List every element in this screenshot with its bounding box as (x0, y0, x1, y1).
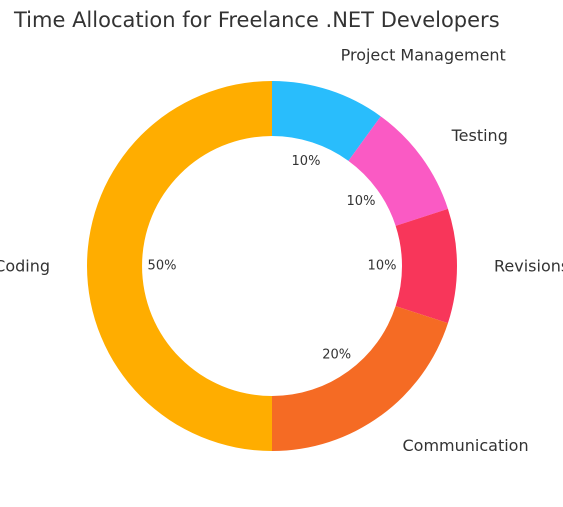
slice-coding (87, 81, 272, 451)
chart-title: Time Allocation for Freelance .NET Devel… (13, 8, 500, 32)
slice-testing (348, 116, 448, 226)
slice-communication (272, 306, 448, 451)
slice-labels: 10% Project Management 10% Testing 10% Revisi… (0, 45, 563, 455)
slice-project-management (272, 81, 381, 161)
slice-revisions (395, 208, 457, 324)
pct-label-coding: 50% (148, 259, 177, 274)
label-coding: Coding (0, 257, 50, 276)
pct-label-revisions: 10% (368, 259, 397, 274)
donut-slices (87, 81, 457, 451)
pct-label-project-management: 10% (292, 154, 321, 169)
pct-label-testing: 10% (347, 194, 376, 209)
label-revisions: Revisions (494, 257, 563, 276)
label-project-management: Project Management (341, 45, 506, 64)
label-communication: Communication (402, 436, 528, 455)
pct-label-communication: 20% (322, 347, 351, 362)
label-testing: Testing (451, 126, 508, 145)
